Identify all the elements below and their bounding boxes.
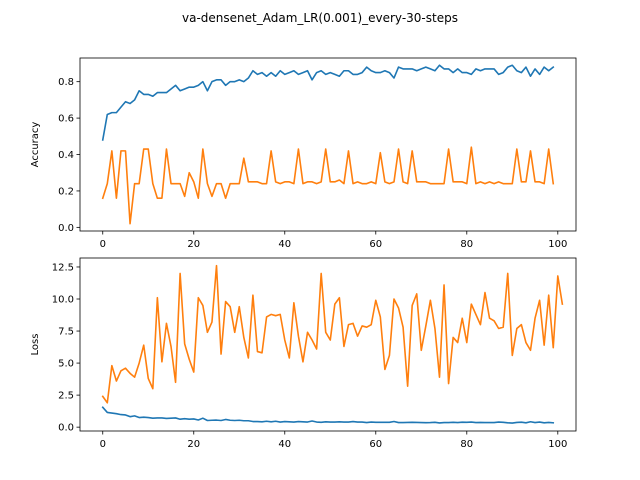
loss-xtick-label: 20 <box>187 439 200 450</box>
accuracy-ytick-label: 0.8 <box>58 77 74 88</box>
loss-ytick-label: 12.5 <box>52 262 74 273</box>
figure-title: va-densenet_Adam_LR(0.001)_every-30-step… <box>182 11 458 25</box>
loss-xtick-label: 60 <box>369 439 382 450</box>
loss-series-orange-line <box>101 264 564 404</box>
loss-plot: 0 20 40 60 80 100 0.0 2.5 5.0 7.5 10.0 12.5 Loss <box>30 257 577 450</box>
accuracy-axes-frame <box>79 57 577 232</box>
loss-xtick-label: 0 <box>100 439 106 450</box>
loss-series-blue-line <box>101 406 555 424</box>
accuracy-xtick-label: 60 <box>369 239 382 250</box>
accuracy-xtick-label: 100 <box>548 239 567 250</box>
loss-xtick-label: 40 <box>278 439 291 450</box>
accuracy-ytick-label: 0.2 <box>58 186 74 197</box>
accuracy-xtick-label: 40 <box>278 239 291 250</box>
accuracy-ytick-label: 0.0 <box>58 223 74 234</box>
accuracy-xtick-label: 20 <box>187 239 200 250</box>
accuracy-xtick-label: 0 <box>100 239 106 250</box>
accuracy-plot: 0 20 40 60 80 100 0.0 0.2 0.4 0.6 0.8 Accuracy <box>30 57 577 250</box>
accuracy-xtick-label: 80 <box>460 239 473 250</box>
loss-xtick-label: 80 <box>460 439 473 450</box>
accuracy-series-blue-line <box>101 64 555 141</box>
loss-y-axis-label: Loss <box>30 334 41 356</box>
loss-ytick-label: 0.0 <box>58 423 74 434</box>
loss-xtick-label: 100 <box>548 439 567 450</box>
accuracy-y-axis-label: Accuracy <box>30 122 41 168</box>
loss-ytick-label: 7.5 <box>58 327 74 338</box>
loss-axes-frame <box>79 257 577 432</box>
loss-ytick-label: 10.0 <box>52 295 74 306</box>
accuracy-ytick-label: 0.6 <box>58 114 74 125</box>
loss-ytick-label: 2.5 <box>58 391 74 402</box>
accuracy-series-orange-line <box>101 146 555 225</box>
loss-ytick-label: 5.0 <box>58 359 74 370</box>
accuracy-ytick-label: 0.4 <box>58 150 74 161</box>
